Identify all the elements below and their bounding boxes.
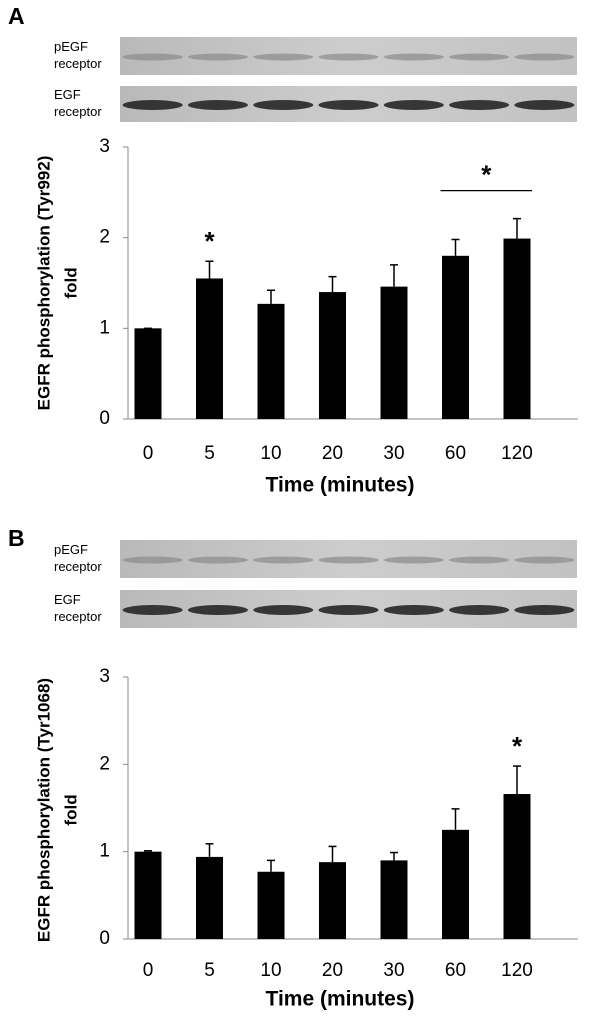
- blot-band: [253, 605, 314, 615]
- blot-band: [187, 556, 248, 564]
- blot-band: [514, 53, 575, 61]
- y-axis-title: EGFR phosphorylation (Tyr1068): [34, 678, 53, 942]
- error-bar: [513, 217, 521, 239]
- bar: [503, 238, 531, 419]
- error-bar: [205, 843, 214, 857]
- bar: [134, 851, 162, 939]
- error-bar: [451, 808, 460, 830]
- panel-letter: A: [8, 3, 25, 29]
- y-axis-title: fold: [61, 267, 80, 298]
- blot-band: [514, 605, 575, 615]
- y-tick-label: 3: [99, 666, 110, 687]
- x-tick-label: 60: [445, 960, 466, 981]
- x-tick-label: 5: [204, 443, 215, 464]
- blot-label: pEGF receptor: [54, 542, 102, 574]
- blot-label: pEGF receptor: [54, 39, 102, 71]
- x-tick-label: 10: [260, 960, 281, 981]
- blot-band: [122, 100, 183, 110]
- blot-band: [318, 100, 379, 110]
- bar: [196, 278, 223, 419]
- bar: [442, 829, 469, 939]
- error-bar: [267, 289, 275, 304]
- blot-band: [449, 100, 510, 110]
- blot-band: [383, 556, 444, 564]
- significance-marker: *: [204, 226, 215, 256]
- x-axis-title: Time (minutes): [266, 474, 415, 497]
- x-tick-label: 20: [322, 443, 343, 464]
- y-tick-label: 0: [99, 408, 110, 429]
- x-tick-label: 30: [383, 960, 404, 981]
- blot-label: EGF receptor: [54, 592, 102, 624]
- x-tick-label: 60: [445, 443, 466, 464]
- error-bar: [513, 765, 521, 795]
- blot-band: [253, 556, 314, 564]
- bar: [257, 871, 285, 939]
- blot-band: [449, 53, 510, 61]
- blot-band: [449, 556, 510, 564]
- y-tick-label: 3: [99, 136, 110, 157]
- bar: [380, 286, 408, 419]
- significance-marker: *: [512, 731, 523, 761]
- x-tick-label: 120: [501, 443, 533, 464]
- blot-band: [318, 556, 379, 564]
- error-bar: [144, 850, 152, 852]
- bar: [319, 292, 346, 419]
- significance-marker: *: [481, 160, 492, 190]
- blot-band: [122, 53, 183, 61]
- bar: [319, 862, 346, 939]
- error-bar: [328, 845, 337, 863]
- error-bar: [451, 238, 460, 256]
- x-tick-label: 10: [260, 443, 281, 464]
- blot-band: [318, 605, 379, 615]
- blot-band: [383, 53, 444, 61]
- error-bar: [328, 275, 337, 293]
- bar: [442, 255, 469, 419]
- x-tick-label: 30: [383, 443, 404, 464]
- bar: [380, 860, 408, 939]
- bar: [257, 303, 285, 419]
- blot-band: [253, 53, 314, 61]
- error-bar: [205, 260, 214, 279]
- bar: [196, 856, 223, 939]
- y-tick-label: 0: [99, 928, 110, 949]
- error-bar: [390, 264, 398, 287]
- y-axis-title: fold: [61, 794, 80, 825]
- blot-band: [383, 100, 444, 110]
- x-axis-title: Time (minutes): [266, 988, 415, 1011]
- blot-band: [122, 605, 183, 615]
- blot-band: [318, 53, 379, 61]
- y-tick-label: 1: [99, 841, 110, 862]
- error-bar: [390, 851, 398, 861]
- blot-band: [187, 53, 248, 61]
- x-tick-label: 5: [204, 960, 215, 981]
- blot-band: [514, 556, 575, 564]
- y-axis-title: EGFR phosphorylation (Tyr992): [34, 156, 53, 411]
- y-tick-label: 2: [99, 753, 110, 774]
- panel-letter: B: [8, 525, 25, 551]
- y-tick-label: 2: [99, 227, 110, 248]
- blot-band: [383, 605, 444, 615]
- blot-band: [514, 100, 575, 110]
- blot-band: [187, 605, 248, 615]
- y-tick-label: 1: [99, 317, 110, 338]
- x-tick-label: 20: [322, 960, 343, 981]
- bar: [134, 328, 162, 419]
- x-tick-label: 120: [501, 960, 533, 981]
- blot-band: [253, 100, 314, 110]
- blot-label: EGF receptor: [54, 87, 102, 119]
- blot-band: [122, 556, 183, 564]
- blot-band: [449, 605, 510, 615]
- error-bar: [267, 859, 275, 872]
- bar: [503, 794, 531, 939]
- x-tick-label: 0: [143, 960, 154, 981]
- x-tick-label: 0: [143, 443, 154, 464]
- blot-band: [187, 100, 248, 110]
